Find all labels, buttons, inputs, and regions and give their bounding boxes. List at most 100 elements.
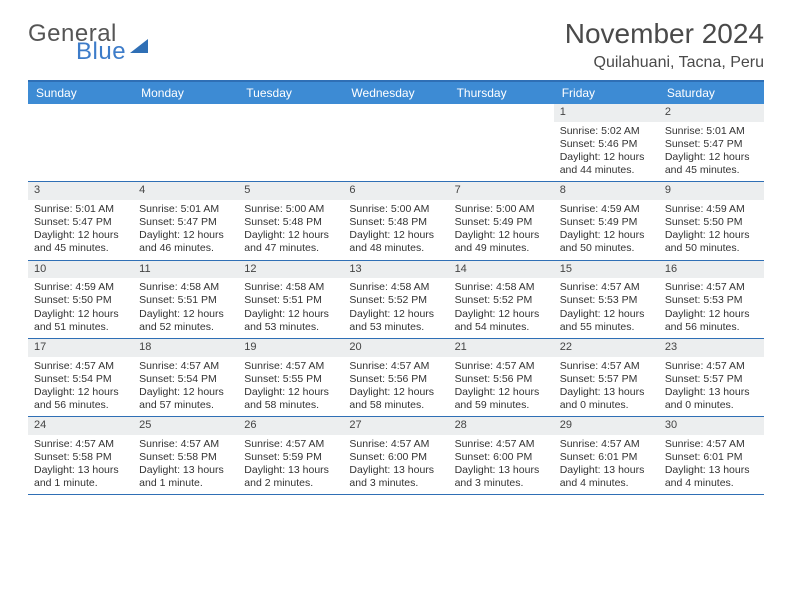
sunset-line: Sunset: 5:53 PM xyxy=(560,294,653,307)
day-cell: 15Sunrise: 4:57 AMSunset: 5:53 PMDayligh… xyxy=(554,261,659,338)
sunset-line: Sunset: 5:50 PM xyxy=(34,294,127,307)
day-number: 12 xyxy=(238,261,343,279)
daylight-line: Daylight: 12 hours and 50 minutes. xyxy=(560,229,653,255)
day-body: Sunrise: 4:57 AMSunset: 5:58 PMDaylight:… xyxy=(133,435,238,495)
sunrise-line: Sunrise: 4:59 AM xyxy=(560,203,653,216)
day-number: 26 xyxy=(238,417,343,435)
day-body: Sunrise: 4:57 AMSunset: 6:00 PMDaylight:… xyxy=(343,435,448,495)
sunset-line: Sunset: 5:51 PM xyxy=(244,294,337,307)
day-cell: 17Sunrise: 4:57 AMSunset: 5:54 PMDayligh… xyxy=(28,339,133,416)
day-cell: 22Sunrise: 4:57 AMSunset: 5:57 PMDayligh… xyxy=(554,339,659,416)
daylight-line: Daylight: 13 hours and 2 minutes. xyxy=(244,464,337,490)
daylight-line: Daylight: 13 hours and 4 minutes. xyxy=(665,464,758,490)
day-number: 10 xyxy=(28,261,133,279)
sunset-line: Sunset: 5:51 PM xyxy=(139,294,232,307)
daylight-line: Daylight: 12 hours and 54 minutes. xyxy=(455,308,548,334)
daylight-line: Daylight: 12 hours and 46 minutes. xyxy=(139,229,232,255)
day-body: Sunrise: 4:57 AMSunset: 5:55 PMDaylight:… xyxy=(238,357,343,417)
sunrise-line: Sunrise: 4:58 AM xyxy=(244,281,337,294)
sunrise-line: Sunrise: 4:57 AM xyxy=(560,281,653,294)
day-cell: 24Sunrise: 4:57 AMSunset: 5:58 PMDayligh… xyxy=(28,417,133,494)
day-body: Sunrise: 4:59 AMSunset: 5:49 PMDaylight:… xyxy=(554,200,659,260)
daylight-line: Daylight: 12 hours and 53 minutes. xyxy=(349,308,442,334)
day-number: 8 xyxy=(554,182,659,200)
day-cell: 1Sunrise: 5:02 AMSunset: 5:46 PMDaylight… xyxy=(554,104,659,181)
sunset-line: Sunset: 5:47 PM xyxy=(34,216,127,229)
day-body: Sunrise: 4:57 AMSunset: 5:59 PMDaylight:… xyxy=(238,435,343,495)
sunset-line: Sunset: 5:58 PM xyxy=(34,451,127,464)
day-number: 23 xyxy=(659,339,764,357)
sunrise-line: Sunrise: 4:57 AM xyxy=(349,360,442,373)
daylight-line: Daylight: 12 hours and 56 minutes. xyxy=(34,386,127,412)
day-number: 11 xyxy=(133,261,238,279)
empty-cell xyxy=(133,104,238,181)
sunrise-line: Sunrise: 4:57 AM xyxy=(665,360,758,373)
day-cell: 2 Sunrise: 5:01 AMSunset: 5:47 PMDaylight… xyxy=(659,104,764,181)
daylight-line: Daylight: 13 hours and 1 minute. xyxy=(34,464,127,490)
day-body: Sunrise: 4:57 AMSunset: 5:58 PMDaylight:… xyxy=(28,435,133,495)
sunrise-line: Sunrise: 4:57 AM xyxy=(139,360,232,373)
day-body: Sunrise: 5:01 AMSunset: 5:47 PMDaylight:… xyxy=(28,200,133,260)
sunset-line: Sunset: 5:48 PM xyxy=(244,216,337,229)
day-cell: 18Sunrise: 4:57 AMSunset: 5:54 PMDayligh… xyxy=(133,339,238,416)
day-cell: 20Sunrise: 4:57 AMSunset: 5:56 PMDayligh… xyxy=(343,339,448,416)
day-number: 4 xyxy=(133,182,238,200)
daylight-line: Daylight: 13 hours and 3 minutes. xyxy=(349,464,442,490)
sunrise-line: Sunrise: 4:57 AM xyxy=(455,360,548,373)
day-number: 13 xyxy=(343,261,448,279)
daylight-line: Daylight: 13 hours and 0 minutes. xyxy=(560,386,653,412)
day-body: Sunrise: 5:00 AMSunset: 5:49 PMDaylight:… xyxy=(449,200,554,260)
title-block: November 2024 Quilahuani, Tacna, Peru xyxy=(565,18,764,72)
sunrise-line: Sunrise: 5:00 AM xyxy=(455,203,548,216)
day-body: Sunrise: 5:00 AMSunset: 5:48 PMDaylight:… xyxy=(343,200,448,260)
sunset-line: Sunset: 5:47 PM xyxy=(665,138,758,151)
day-number: 3 xyxy=(28,182,133,200)
day-body: Sunrise: 4:57 AMSunset: 6:01 PMDaylight:… xyxy=(554,435,659,495)
day-cell: 14Sunrise: 4:58 AMSunset: 5:52 PMDayligh… xyxy=(449,261,554,338)
day-body: Sunrise: 4:57 AMSunset: 5:57 PMDaylight:… xyxy=(554,357,659,417)
day-cell: 10Sunrise: 4:59 AMSunset: 5:50 PMDayligh… xyxy=(28,261,133,338)
sunset-line: Sunset: 5:53 PM xyxy=(665,294,758,307)
daylight-line: Daylight: 12 hours and 58 minutes. xyxy=(244,386,337,412)
sunset-line: Sunset: 5:59 PM xyxy=(244,451,337,464)
day-cell: 21Sunrise: 4:57 AMSunset: 5:56 PMDayligh… xyxy=(449,339,554,416)
day-number: 30 xyxy=(659,417,764,435)
sunrise-line: Sunrise: 4:57 AM xyxy=(139,438,232,451)
empty-cell xyxy=(449,104,554,181)
day-number: 9 xyxy=(659,182,764,200)
day-number: 24 xyxy=(28,417,133,435)
daylight-line: Daylight: 12 hours and 45 minutes. xyxy=(665,151,758,177)
empty-cell xyxy=(238,104,343,181)
daylight-line: Daylight: 12 hours and 53 minutes. xyxy=(244,308,337,334)
day-number: 2 xyxy=(659,104,764,122)
day-cell: 27Sunrise: 4:57 AMSunset: 6:00 PMDayligh… xyxy=(343,417,448,494)
sunrise-line: Sunrise: 4:57 AM xyxy=(665,281,758,294)
brand-logo: General Blue xyxy=(28,22,148,64)
day-number: 29 xyxy=(554,417,659,435)
brand-triangle-icon xyxy=(130,39,148,53)
sunset-line: Sunset: 5:50 PM xyxy=(665,216,758,229)
sunset-line: Sunset: 6:00 PM xyxy=(349,451,442,464)
sunrise-line: Sunrise: 4:58 AM xyxy=(349,281,442,294)
sunrise-line: Sunrise: 4:59 AM xyxy=(34,281,127,294)
sunset-line: Sunset: 5:48 PM xyxy=(349,216,442,229)
dow-monday: Monday xyxy=(133,82,238,104)
dow-thursday: Thursday xyxy=(449,82,554,104)
sunrise-line: Sunrise: 5:02 AM xyxy=(560,125,653,138)
month-title: November 2024 xyxy=(565,18,764,50)
daylight-line: Daylight: 12 hours and 47 minutes. xyxy=(244,229,337,255)
day-body: Sunrise: 4:57 AMSunset: 6:00 PMDaylight:… xyxy=(449,435,554,495)
day-cell: 13Sunrise: 4:58 AMSunset: 5:52 PMDayligh… xyxy=(343,261,448,338)
sunrise-line: Sunrise: 5:01 AM xyxy=(665,125,758,138)
day-cell: 28Sunrise: 4:57 AMSunset: 6:00 PMDayligh… xyxy=(449,417,554,494)
sunrise-line: Sunrise: 4:57 AM xyxy=(560,360,653,373)
sunrise-line: Sunrise: 4:57 AM xyxy=(665,438,758,451)
header: General Blue November 2024 Quilahuani, T… xyxy=(28,18,764,72)
day-number: 25 xyxy=(133,417,238,435)
location-subtitle: Quilahuani, Tacna, Peru xyxy=(565,54,764,72)
day-cell: 23Sunrise: 4:57 AMSunset: 5:57 PMDayligh… xyxy=(659,339,764,416)
daylight-line: Daylight: 12 hours and 52 minutes. xyxy=(139,308,232,334)
sunrise-line: Sunrise: 4:57 AM xyxy=(349,438,442,451)
day-number: 1 xyxy=(554,104,659,122)
calendar-body: 1Sunrise: 5:02 AMSunset: 5:46 PMDaylight… xyxy=(28,104,764,495)
